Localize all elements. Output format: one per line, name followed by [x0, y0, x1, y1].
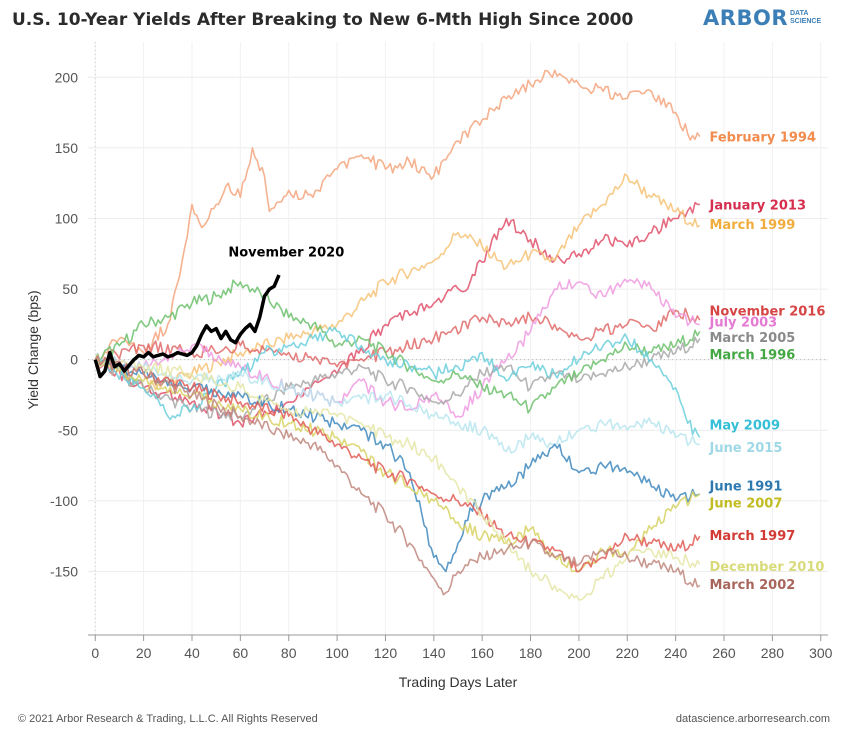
series-end-label: June 1991 — [709, 479, 783, 494]
series-end-label: March 1997 — [710, 529, 796, 544]
series-end-label: February 1994 — [710, 131, 817, 146]
series-line-march-2002 — [94, 355, 701, 596]
series-line-november-2020 — [93, 274, 281, 379]
series-line-july-2003 — [94, 278, 700, 419]
logo-subtext-line1: DATA — [790, 10, 809, 17]
x-tick-label: 220 — [616, 645, 640, 661]
series-end-label: January 2013 — [709, 198, 806, 213]
logo-subtext: DATA SCIENCE — [790, 10, 830, 26]
site-link[interactable]: datascience.arborresearch.com — [675, 713, 830, 725]
y-tick-label: 100 — [55, 210, 79, 226]
x-tick-label: 180 — [519, 645, 543, 661]
x-tick-label: 20 — [136, 645, 152, 661]
chart-grid — [88, 42, 828, 635]
copyright-text: © 2021 Arbor Research & Trading, L.L.C. … — [18, 713, 318, 725]
x-tick-label: 200 — [567, 645, 591, 661]
series-line-march-1997 — [94, 355, 701, 573]
logo-wordmark: ARBOR — [703, 6, 788, 30]
chart-title: U.S. 10-Year Yields After Breaking to Ne… — [12, 10, 634, 30]
x-tick-label: 260 — [712, 645, 736, 661]
x-tick-label: 120 — [374, 645, 398, 661]
series-line-march-1996 — [94, 279, 701, 414]
chart-labels: February 1994 January 2013 March 1999 Novem… — [228, 131, 825, 594]
series-end-label: December 2010 — [710, 560, 825, 575]
series-line-january-2013 — [94, 201, 700, 428]
arbor-logo: ARBOR DATA SCIENCE — [703, 6, 830, 30]
x-tick-label: 100 — [325, 645, 349, 661]
series-end-label: March 1999 — [710, 218, 796, 233]
x-tick-label: 240 — [664, 645, 688, 661]
series-end-label: July 2003 — [709, 316, 778, 331]
x-tick-label: 140 — [422, 645, 446, 661]
y-tick-label: 50 — [62, 281, 78, 297]
x-tick-label: 300 — [809, 645, 833, 661]
y-tick-label: 200 — [55, 69, 79, 85]
series-annotation: November 2020 — [228, 246, 344, 261]
series-end-label: June 2007 — [709, 496, 783, 511]
series-end-label: November 2016 — [710, 304, 826, 319]
x-tick-label: 80 — [281, 645, 297, 661]
series-line-march-1999 — [94, 173, 701, 392]
series-end-label: June 2015 — [709, 441, 783, 456]
chart-axes: -150 -100 -50 0 50 100 150 200 0 20 40 60 80 100 120 14… — [50, 69, 833, 661]
y-tick-label: 150 — [55, 140, 79, 156]
x-tick-label: 40 — [184, 645, 200, 661]
y-tick-label: -50 — [58, 422, 78, 438]
x-tick-label: 0 — [91, 645, 99, 661]
x-tick-label: 280 — [761, 645, 785, 661]
series-line-december-2010 — [95, 356, 701, 601]
y-axis-title: Yield Change (bps) — [25, 290, 41, 409]
y-tick-label: -100 — [50, 493, 78, 509]
chart-series — [93, 69, 701, 601]
series-line-may-2009 — [94, 326, 701, 438]
y-tick-label: -150 — [50, 563, 78, 579]
series-end-label: May 2009 — [710, 419, 781, 434]
series-end-label: March 2005 — [710, 331, 796, 346]
x-tick-label: 60 — [233, 645, 249, 661]
y-tick-label: 0 — [70, 352, 78, 368]
x-axis-title: Trading Days Later — [399, 674, 518, 690]
series-end-label: March 2002 — [710, 578, 796, 593]
series-line-june-1991 — [94, 353, 701, 573]
series-line-november-2016 — [94, 307, 701, 370]
logo-subtext-line2: SCIENCE — [790, 18, 822, 25]
series-line-february-1994 — [94, 69, 701, 363]
series-end-label: March 1996 — [710, 348, 796, 363]
series-line-june-2015 — [94, 353, 700, 454]
x-tick-label: 160 — [471, 645, 495, 661]
